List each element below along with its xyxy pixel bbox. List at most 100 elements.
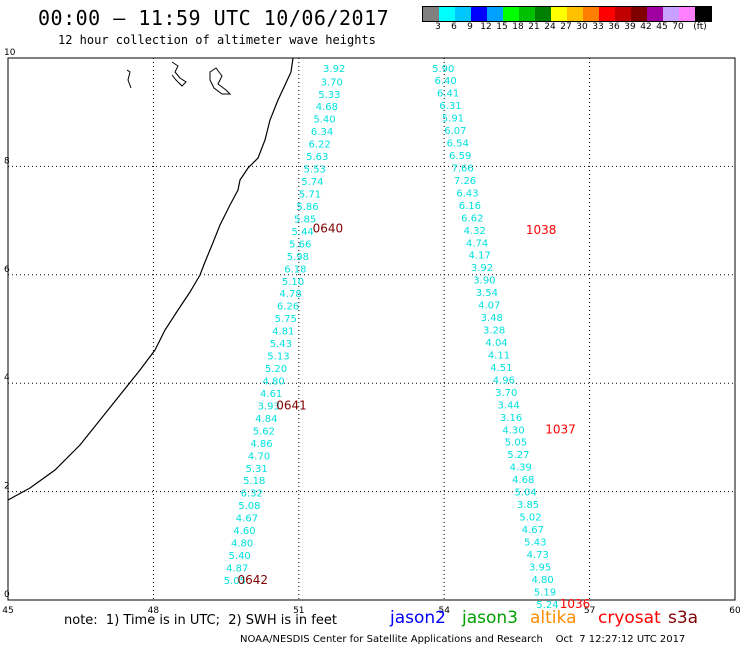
swh-label: 4.80 (262, 376, 284, 387)
swh-label: 5.19 (534, 587, 556, 598)
legend-jason3: jason3 (462, 608, 518, 628)
color-scale-label: (ft) (693, 22, 707, 32)
island-outline (126, 69, 132, 89)
swh-label: 3.90 (473, 276, 495, 287)
note-text: note: 1) Time is in UTC; 2) SWH is in fe… (64, 613, 337, 628)
time-label: 0640 (313, 222, 344, 236)
swh-label: 4.61 (260, 389, 282, 400)
legend-jason2: jason2 (390, 608, 446, 628)
swh-label: 4.32 (464, 226, 486, 237)
legend-s3a: s3a (668, 608, 699, 628)
swh-label: 4.30 (502, 425, 524, 436)
swh-label: 3.16 (500, 413, 522, 424)
swh-label: 5.74 (301, 177, 323, 188)
color-scale-label: 15 (496, 22, 508, 32)
swh-label: 5.20 (265, 364, 287, 375)
swh-label: 6.18 (284, 264, 306, 275)
color-swatch (551, 7, 567, 21)
swh-label: 5.91 (442, 114, 464, 125)
page-title: 00:00 – 11:59 UTC 10/06/2017 (38, 6, 390, 30)
x-tick-label: 54 (438, 606, 450, 616)
color-swatch (567, 7, 583, 21)
swh-label: 3.93 (258, 401, 280, 412)
page-subtitle: 12 hour collection of altimeter wave hei… (58, 33, 376, 47)
swh-label: 4.07 (478, 301, 500, 312)
swh-label: 5.62 (253, 426, 275, 437)
swh-label: 5.85 (294, 214, 316, 225)
swh-label: 5.04 (514, 488, 536, 499)
swh-label: 4.04 (485, 338, 507, 349)
swh-label: 4.39 (510, 463, 532, 474)
swh-label: 6.22 (309, 140, 331, 151)
swh-label: 6.54 (447, 139, 469, 150)
swh-label: 4.86 (250, 439, 272, 450)
swh-label: 6.07 (444, 126, 466, 137)
map-frame (7, 57, 736, 601)
color-scale-label: 9 (467, 22, 473, 32)
color-scale-label: 30 (576, 22, 588, 32)
color-swatch (679, 7, 695, 21)
color-scale-label: 33 (592, 22, 604, 32)
swh-label: 3.54 (476, 288, 498, 299)
color-swatch (535, 7, 551, 21)
color-swatch (471, 7, 487, 21)
swh-label: 4.11 (488, 350, 510, 361)
y-tick-label: 8 (4, 156, 10, 166)
swh-label: 5.44 (292, 227, 314, 238)
swh-label: 6.59 (449, 151, 471, 162)
swh-label: 6.41 (437, 89, 459, 100)
swh-label: 4.87 (226, 563, 248, 574)
swh-label: 4.67 (236, 514, 258, 525)
y-tick-label: 2 (4, 482, 10, 492)
x-tick-label: 45 (2, 606, 13, 616)
swh-label: 5.71 (299, 190, 321, 201)
swh-label: 3.92 (323, 64, 345, 75)
swh-label: 5.43 (524, 537, 546, 548)
color-scale-label: 36 (608, 22, 620, 32)
swh-label: 5.86 (296, 202, 318, 213)
island-outline (171, 61, 187, 87)
color-scale-label: 42 (640, 22, 652, 32)
swh-label: 4.80 (231, 539, 253, 550)
color-scale-label: 6 (451, 22, 457, 32)
time-label: 0641 (276, 398, 307, 412)
swh-label: 6.31 (439, 101, 461, 112)
swh-label: 4.51 (490, 363, 512, 374)
color-scale-label: 70 (672, 22, 684, 32)
swh-label: 4.74 (466, 238, 488, 249)
color-scale-label: 45 (656, 22, 668, 32)
swh-label: 5.18 (243, 476, 265, 487)
swh-label: 4.60 (233, 526, 255, 537)
swh-label: 4.73 (527, 550, 549, 561)
color-swatch (647, 7, 663, 21)
time-label: 1036 (560, 597, 591, 611)
color-swatch (503, 7, 519, 21)
swh-label: 6.34 (311, 127, 333, 138)
color-swatch (631, 7, 647, 21)
island-outline (209, 67, 232, 95)
color-scale-label: 39 (624, 22, 636, 32)
color-swatch (519, 7, 535, 21)
swh-label: 5.98 (287, 252, 309, 263)
y-tick-label: 6 (4, 265, 10, 275)
swh-label: 6.43 (456, 188, 478, 199)
y-tick-label: 4 (4, 373, 10, 383)
swh-label: 3.70 (321, 77, 343, 88)
color-swatch (615, 7, 631, 21)
swh-label: 4.78 (279, 289, 301, 300)
swh-label: 4.81 (272, 327, 294, 338)
swh-label: 6.40 (435, 76, 457, 87)
swh-label: 4.67 (522, 525, 544, 536)
x-tick-label: 48 (148, 606, 160, 616)
swh-label: 4.68 (512, 475, 534, 486)
swh-label: 5.33 (318, 90, 340, 101)
swh-label: 5.27 (507, 450, 529, 461)
color-scale-labels: 3 6 9 12 15 18 21 24 27 30 33 36 39 42 45 70 (ft) (422, 22, 740, 34)
swh-label: 4.70 (248, 451, 270, 462)
color-scale-label: 12 (480, 22, 492, 32)
color-scale-label: 24 (544, 22, 556, 32)
color-swatch (439, 7, 455, 21)
y-tick-label: 0 (4, 590, 10, 600)
